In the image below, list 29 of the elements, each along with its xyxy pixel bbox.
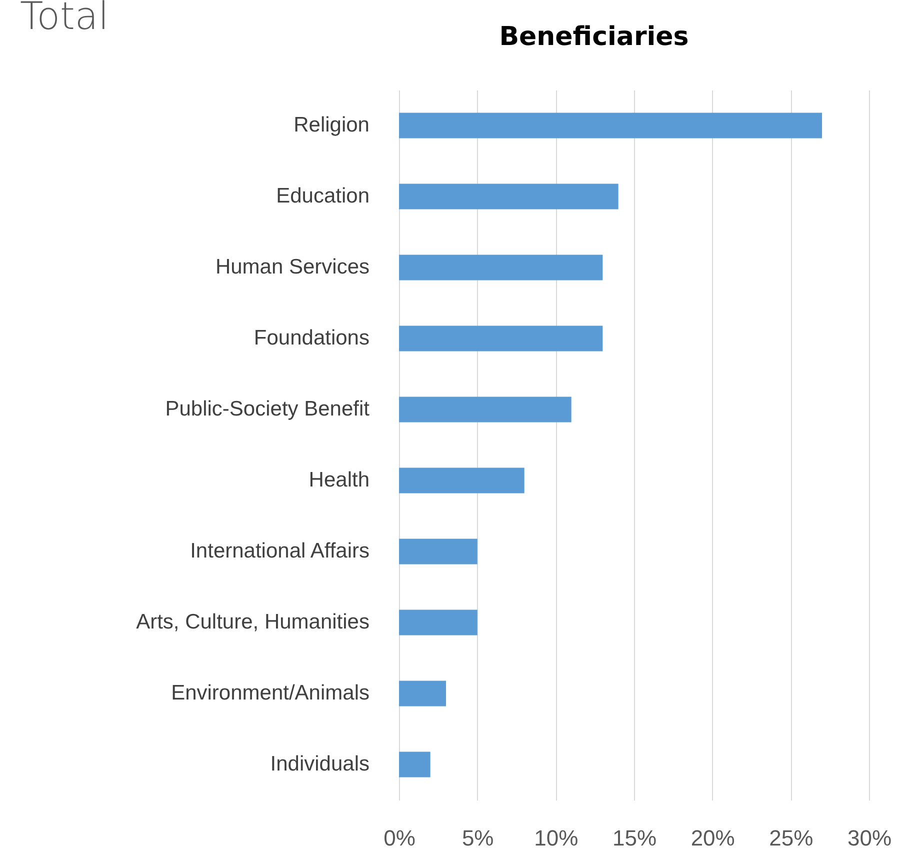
y-tick-label: Public-Society Benefit <box>165 398 370 420</box>
y-tick-label: International Affairs <box>190 540 370 562</box>
y-tick-label: Foundations <box>254 326 370 350</box>
bar <box>399 610 478 636</box>
x-tick-label: 25% <box>769 826 814 850</box>
y-tick-label: Human Services <box>215 256 370 278</box>
bar <box>399 538 478 564</box>
x-tick-label: 5% <box>462 826 494 850</box>
x-tick-label: 30% <box>847 826 892 850</box>
y-tick-label: Individuals <box>270 752 370 776</box>
text: Total <box>20 0 109 38</box>
y-tick-label: Education <box>276 184 370 208</box>
y-tick-label: Health <box>308 468 370 492</box>
y-tick-label: Arts, Culture, Humanities <box>136 610 370 634</box>
y-tick-label: Environment/Animals <box>171 682 370 704</box>
x-tick-label: 15% <box>612 826 657 850</box>
y-tick-label: Religion <box>294 114 370 136</box>
x-tick-label: 0% <box>384 826 416 850</box>
bar <box>399 184 618 210</box>
bar <box>399 254 603 280</box>
bar <box>399 326 603 352</box>
bar <box>399 468 524 494</box>
chart-title: Beneficiaries <box>499 22 689 52</box>
bar <box>399 396 572 422</box>
bar <box>399 752 430 778</box>
bar <box>399 112 822 138</box>
bar <box>399 680 446 706</box>
x-tick-label: 20% <box>690 826 735 850</box>
x-tick-label: 10% <box>534 826 578 850</box>
